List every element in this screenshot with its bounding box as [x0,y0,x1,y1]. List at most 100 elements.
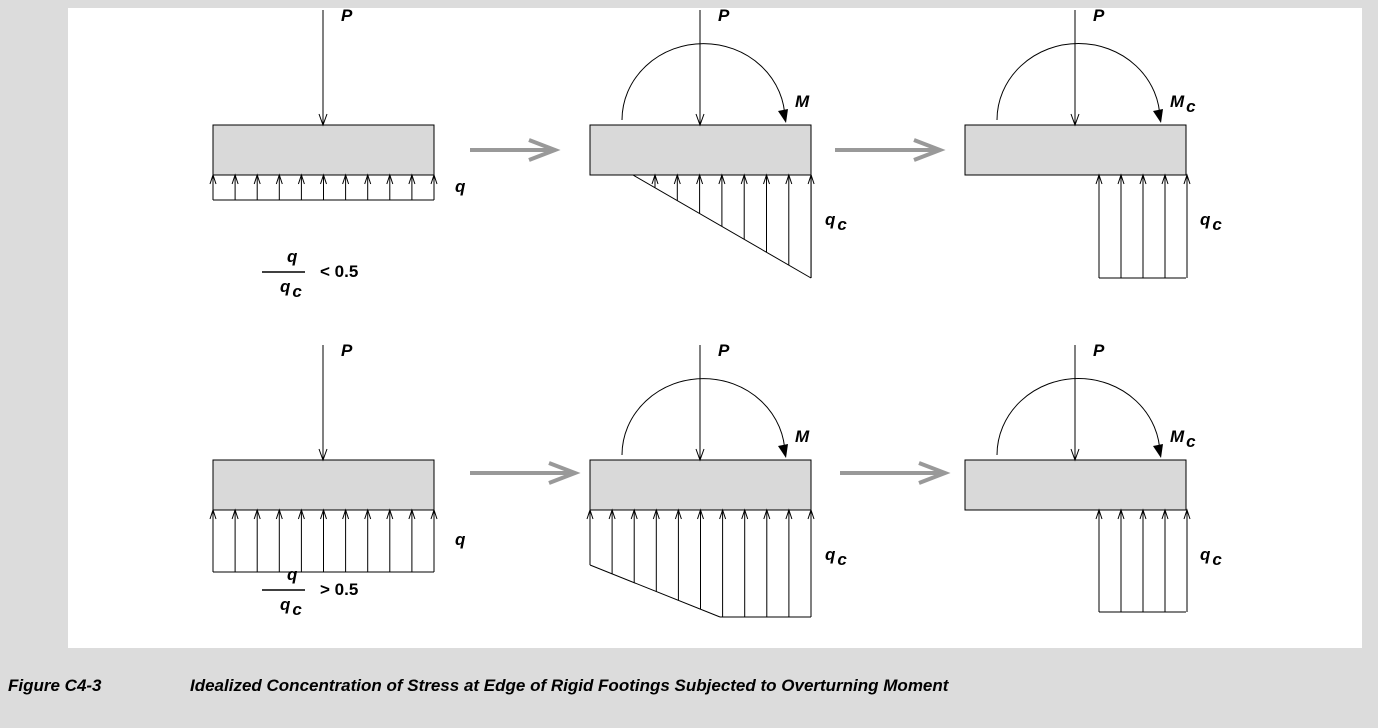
pressure-label-main: q [455,530,466,549]
ratio-denominator-main: q [280,595,291,614]
arrow-head [364,508,372,520]
arrow-head [209,173,217,185]
arrow-head [231,508,239,520]
arrow-head [1161,508,1169,520]
arrow-head [807,508,815,520]
arrow-head [364,173,372,185]
arrow-head [1161,173,1169,185]
arrow-head [1095,508,1103,520]
step-arrow-head [913,138,946,162]
arrow-head [342,508,350,520]
arrow-head [386,508,394,520]
arrow-head [652,508,660,520]
arrow-head [674,508,682,520]
footing [964,124,1187,176]
arrow-head [253,508,261,520]
arrow-head [651,173,659,185]
arrow-head [1070,448,1080,462]
moment-head [778,109,788,123]
pressure-edge [632,174,812,279]
step-arrow-head [548,461,581,485]
arrow-head [740,173,748,185]
ratio-denominator-sub: c [292,600,302,619]
load-label: P [1093,6,1105,25]
arrow-head [695,448,705,462]
pressure-label-sub: c [1212,215,1222,234]
arrow-head [318,448,328,462]
arrow-head [231,173,239,185]
arrow-head [763,173,770,185]
arrow-head [696,173,704,185]
arrow-head [1139,173,1147,185]
moment-label-sub: c [1186,432,1196,451]
arrow-head [342,173,350,185]
load-label-main: P [341,341,353,360]
arrow-head [1117,508,1125,520]
arrow-head [785,508,793,520]
arrow-head [1183,508,1191,520]
load-label-main: P [1093,6,1105,25]
load-label-main: P [718,341,730,360]
arrow-head [1183,173,1191,185]
pressure-label-main: q [825,210,836,229]
step-arrow-head [528,138,561,162]
arrow-head [320,173,327,185]
arrow-head [630,508,638,520]
moment-arc [996,43,1161,121]
arrow-head [430,173,438,185]
step-arrow-head [918,461,951,485]
pressure-label: q [455,530,466,549]
arrow-head [275,508,283,520]
load-label: P [718,341,730,360]
moment-head [1153,109,1163,123]
ratio-numerator-main: q [287,565,298,584]
arrow-head [318,113,328,127]
footing [212,124,435,176]
moment-label-main: M [1170,427,1185,446]
pressure-label-main: q [1200,210,1211,229]
arrow-head [209,508,217,520]
load-label: P [341,341,353,360]
load-label: P [718,6,730,25]
moment-label-main: M [795,427,810,446]
arrow-head [253,173,261,185]
arrow-head [673,173,681,185]
arrow-head [275,173,283,185]
footing [589,124,812,176]
load-label-main: P [1093,341,1105,360]
arrow-head [608,508,616,520]
arrow-head [297,508,305,520]
moment-label: M [795,92,810,111]
arrow-head [586,508,594,520]
ratio-numerator: q [287,565,298,584]
ratio-denominator-main: q [280,277,291,296]
moment-label-main: M [795,92,810,111]
figure-panel [68,8,1362,648]
footing [589,459,812,511]
arrow-head [1070,113,1080,127]
caption-label: Figure C4-3 [8,676,102,695]
moment-arc [996,378,1161,456]
ratio-denominator-sub: c [292,282,302,301]
arrow-head [785,173,793,185]
pressure-label-sub: c [837,215,847,234]
caption-text: Idealized Concentration of Stress at Edg… [190,676,950,695]
pressure-label-main: q [455,177,466,196]
arrow-head [320,508,327,520]
pressure-label: q [455,177,466,196]
arrow-head [430,508,438,520]
arrow-head [297,173,305,185]
arrow-head [1139,508,1147,520]
arrow-head [408,508,416,520]
load-label: P [341,6,353,25]
footing [964,459,1187,511]
